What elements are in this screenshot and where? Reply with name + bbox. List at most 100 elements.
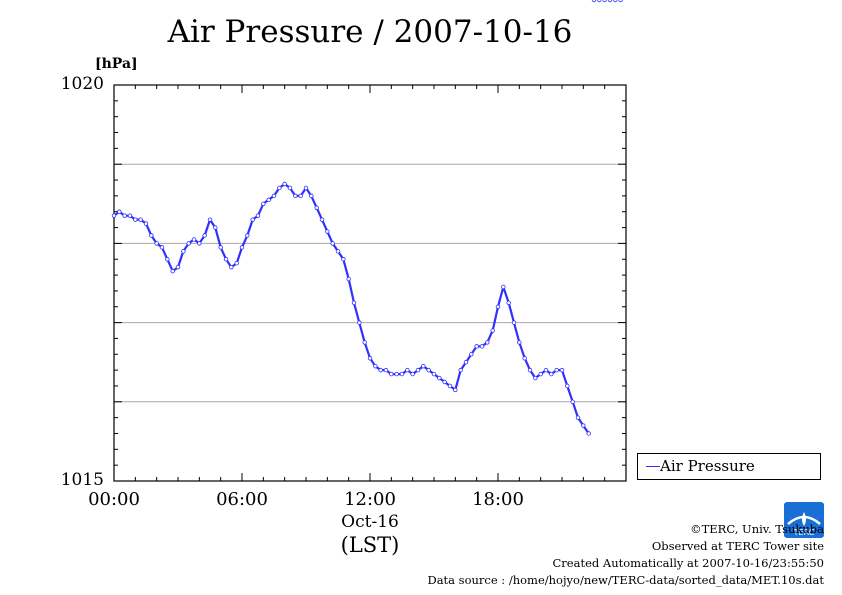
data-point (117, 209, 122, 214)
data-point (287, 185, 293, 191)
x-tick-label-3: 18:00 (472, 489, 524, 510)
x-tick-label-1: 06:00 (216, 489, 268, 510)
data-point (570, 399, 575, 404)
data-point (277, 185, 282, 191)
data-point (426, 367, 431, 373)
data-point (266, 197, 271, 203)
data-point (181, 249, 186, 254)
legend-swatch (646, 466, 660, 467)
data-point (485, 340, 490, 345)
legend-label: Air Pressure (660, 457, 755, 475)
data-point (229, 264, 234, 270)
data-point (383, 367, 389, 373)
data-point (282, 181, 287, 187)
data-point (538, 371, 543, 377)
data-point (447, 383, 453, 389)
data-point (197, 241, 202, 246)
credit-created: Created Automatically at 2007-10-16/23:5… (552, 556, 825, 570)
data-point (133, 217, 138, 222)
data-point (618, 0, 623, 3)
data-point (437, 375, 442, 381)
data-point (149, 233, 154, 238)
data-point (245, 233, 250, 238)
data-point (469, 352, 474, 357)
data-point (421, 363, 426, 369)
data-point (458, 367, 463, 373)
data-point (346, 276, 351, 282)
data-point (442, 379, 447, 385)
logo-text: TERC (793, 528, 815, 537)
terc-logo: TERC (784, 502, 824, 538)
data-point (325, 229, 330, 234)
data-point (581, 423, 586, 428)
data-point (271, 193, 277, 199)
data-point (591, 0, 597, 3)
x-date-label: Oct-16 (341, 512, 399, 532)
data-point (463, 360, 469, 365)
legend: Air Pressure (637, 453, 821, 480)
data-point (138, 217, 143, 222)
data-point (186, 241, 191, 246)
data-point (479, 344, 485, 349)
data-point (575, 415, 581, 420)
series-line-0 (113, 182, 590, 435)
data-point (495, 304, 501, 309)
data-point (330, 241, 335, 246)
data-point (431, 371, 437, 377)
data-point (202, 233, 207, 238)
data-point (357, 320, 362, 325)
data-point (165, 257, 170, 262)
data-point (607, 0, 613, 3)
data-point (335, 249, 341, 254)
data-point (255, 213, 261, 218)
data-point (191, 237, 197, 242)
data-point (362, 340, 367, 345)
data-point (170, 268, 175, 274)
data-point (410, 371, 415, 377)
data-point (154, 241, 159, 246)
data-point (378, 367, 383, 373)
data-point (522, 356, 527, 361)
data-point (319, 217, 325, 222)
y-tick-label-top: 1020 (60, 74, 104, 94)
data-point (367, 356, 373, 361)
data-point (613, 0, 618, 3)
data-point (309, 193, 314, 199)
x-axis-label: (LST) (340, 533, 400, 557)
data-point (511, 320, 517, 325)
credit-copyright: ©TERC, Univ. Tsukuba (690, 522, 824, 536)
data-point (373, 363, 378, 369)
data-point (250, 217, 255, 222)
data-point (559, 367, 565, 373)
y-tick-label-bottom: 1015 (60, 470, 104, 490)
x-tick-label-2: 12:00 (344, 489, 396, 510)
data-point (143, 221, 149, 226)
data-point (213, 225, 218, 230)
data-point (597, 0, 602, 3)
y-axis-unit: [hPa] (95, 56, 138, 72)
data-point (351, 300, 357, 305)
data-point (303, 185, 309, 191)
credit-observed: Observed at TERC Tower site (651, 539, 824, 553)
data-point (223, 257, 229, 262)
credit-source: Data source : /home/hojyo/new/TERC-data/… (427, 573, 824, 587)
data-point (298, 193, 303, 199)
data-point (602, 0, 607, 3)
data-point (490, 328, 495, 333)
chart-title: Air Pressure / 2007-10-16 (167, 14, 573, 50)
data-point (554, 367, 559, 373)
data-point (533, 375, 538, 381)
data-point (261, 201, 266, 206)
data-point (218, 245, 223, 250)
x-tick-label-0: 00:00 (88, 489, 140, 510)
data-point (234, 261, 239, 266)
data-point (293, 193, 298, 199)
data-point (506, 300, 511, 305)
data-point (127, 213, 133, 218)
data-point (159, 245, 165, 250)
data-point (399, 371, 405, 377)
data-point (549, 371, 554, 377)
data-point (527, 367, 533, 373)
data-point (474, 344, 479, 349)
